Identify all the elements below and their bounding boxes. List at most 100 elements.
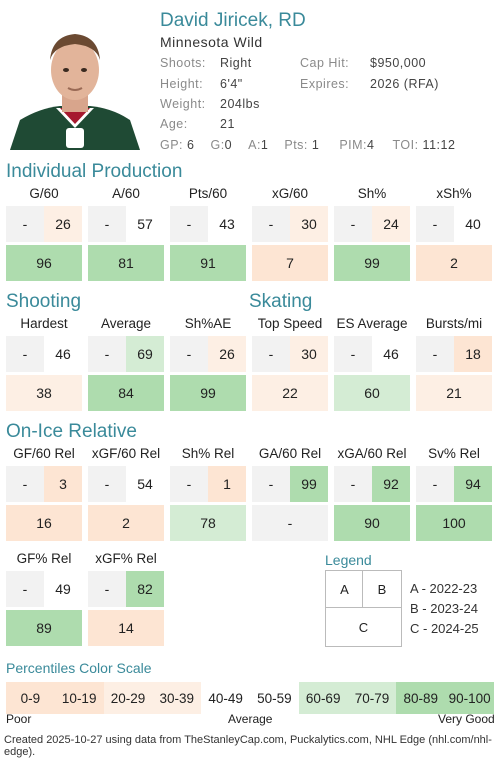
stat-header: Sh%AE bbox=[184, 316, 232, 331]
stat-header: Top Speed bbox=[257, 316, 323, 331]
weight-value: 204lbs bbox=[220, 97, 260, 111]
stat-header: G/60 bbox=[29, 186, 59, 201]
toi-value: 11:12 bbox=[422, 138, 456, 152]
expires-label: Expires: bbox=[300, 77, 350, 91]
stat-header: Bursts/mi bbox=[425, 316, 483, 331]
g-label: G: bbox=[210, 138, 225, 152]
weight-label: Weight: bbox=[160, 97, 206, 111]
stat-header: GF% Rel bbox=[16, 551, 72, 566]
stat-season-a: - bbox=[170, 336, 208, 372]
a-label: A: bbox=[248, 138, 261, 152]
gp-label: GP: bbox=[160, 138, 184, 152]
legend-a-text: A - 2022-23 bbox=[410, 581, 478, 596]
stat-season-b: 24 bbox=[372, 206, 410, 242]
stat-season-c: 16 bbox=[6, 505, 82, 541]
stat-season-a: - bbox=[88, 206, 126, 242]
player-photo bbox=[0, 8, 150, 150]
shoots-label: Shoots: bbox=[160, 56, 206, 70]
stat-season-b: 46 bbox=[44, 336, 82, 372]
stat-season-a: - bbox=[6, 336, 44, 372]
age-label: Age: bbox=[160, 117, 188, 131]
scale-bin: 60-69 bbox=[298, 682, 348, 714]
stat-season-b: 82 bbox=[126, 571, 164, 607]
stat-season-a: - bbox=[334, 466, 372, 502]
stat-season-b: 92 bbox=[372, 466, 410, 502]
stat-season-b: 46 bbox=[372, 336, 410, 372]
stat-season-a: - bbox=[252, 206, 290, 242]
stat-header: xSh% bbox=[436, 186, 472, 201]
stat-season-a: - bbox=[416, 336, 454, 372]
stat-season-c: 7 bbox=[252, 245, 328, 281]
stat-header: Sv% Rel bbox=[428, 446, 480, 461]
stat-season-b: 3 bbox=[44, 466, 82, 502]
expires-value: 2026 (RFA) bbox=[370, 77, 439, 91]
stat-season-a: - bbox=[252, 466, 290, 502]
stat-season-c: 38 bbox=[6, 375, 82, 411]
stat-header: ES Average bbox=[336, 316, 408, 331]
stat-season-c: 99 bbox=[170, 375, 246, 411]
stat-header: A/60 bbox=[112, 186, 140, 201]
cap-label: Cap Hit: bbox=[300, 56, 350, 70]
stat-season-c: 96 bbox=[6, 245, 82, 281]
stat-season-a: - bbox=[88, 336, 126, 372]
stat-season-c: 22 bbox=[252, 375, 328, 411]
height-value: 6'4" bbox=[220, 77, 243, 91]
scale-poor: Poor bbox=[6, 712, 32, 726]
stat-season-c: 91 bbox=[170, 245, 246, 281]
stat-header: Hardest bbox=[20, 316, 68, 331]
scale-bin: 80-89 bbox=[396, 682, 446, 714]
stat-season-a: - bbox=[88, 466, 126, 502]
scale-average: Average bbox=[228, 712, 273, 726]
pim-value: 4 bbox=[367, 138, 375, 152]
stat-season-c: 21 bbox=[416, 375, 492, 411]
stat-season-a: - bbox=[416, 466, 454, 502]
shoots-value: Right bbox=[220, 56, 252, 70]
stat-season-b: 26 bbox=[44, 206, 82, 242]
scale-bin: 30-39 bbox=[152, 682, 202, 714]
stat-season-c: 100 bbox=[416, 505, 492, 541]
stat-header: xGF/60 Rel bbox=[91, 446, 161, 461]
pts-value: 1 bbox=[311, 138, 320, 152]
stat-season-a: - bbox=[170, 206, 208, 242]
stat-season-c: 89 bbox=[6, 610, 82, 646]
stat-season-b: 43 bbox=[208, 206, 246, 242]
stat-season-c: 60 bbox=[334, 375, 410, 411]
stat-season-a: - bbox=[334, 206, 372, 242]
scale-bin: 70-79 bbox=[347, 682, 397, 714]
stat-header: Pts/60 bbox=[188, 186, 228, 201]
stat-season-c: - bbox=[252, 505, 328, 541]
legend-c-text: C - 2024-25 bbox=[410, 621, 479, 636]
stat-season-c: 99 bbox=[334, 245, 410, 281]
stat-header: Sh% bbox=[357, 186, 387, 201]
legend-box-c: C bbox=[325, 607, 402, 647]
stat-season-b: 94 bbox=[454, 466, 492, 502]
stat-season-b: 69 bbox=[126, 336, 164, 372]
stat-season-c: 84 bbox=[88, 375, 164, 411]
legend-box-a: A bbox=[325, 570, 364, 609]
stat-season-b: 18 bbox=[454, 336, 492, 372]
stat-season-a: - bbox=[6, 571, 44, 607]
stat-season-c: 81 bbox=[88, 245, 164, 281]
stat-season-b: 1 bbox=[208, 466, 246, 502]
age-value: 21 bbox=[220, 117, 235, 131]
section-skating: Skating bbox=[249, 291, 313, 312]
stat-season-a: - bbox=[88, 571, 126, 607]
scale-bin: 40-49 bbox=[201, 682, 250, 714]
scale-bin: 10-19 bbox=[54, 682, 104, 714]
stat-season-b: 57 bbox=[126, 206, 164, 242]
cap-value: $950,000 bbox=[370, 56, 427, 70]
legend-b-text: B - 2023-24 bbox=[410, 601, 478, 616]
stat-season-b: 30 bbox=[290, 336, 328, 372]
legend-title: Legend bbox=[325, 552, 372, 568]
season-line: GP: 6 G:0 A:1 Pts: 1 PIM:4 TOI: 11:12 bbox=[160, 138, 455, 152]
stat-season-c: 90 bbox=[334, 505, 410, 541]
stat-season-a: - bbox=[170, 466, 208, 502]
stat-season-c: 2 bbox=[416, 245, 492, 281]
stat-season-c: 78 bbox=[170, 505, 246, 541]
stat-season-c: 14 bbox=[88, 610, 164, 646]
scale-title: Percentiles Color Scale bbox=[6, 660, 152, 676]
section-shooting: Shooting bbox=[6, 291, 82, 312]
pts-label: Pts: bbox=[284, 138, 308, 152]
stat-season-c: 2 bbox=[88, 505, 164, 541]
scale-bin: 20-29 bbox=[103, 682, 153, 714]
